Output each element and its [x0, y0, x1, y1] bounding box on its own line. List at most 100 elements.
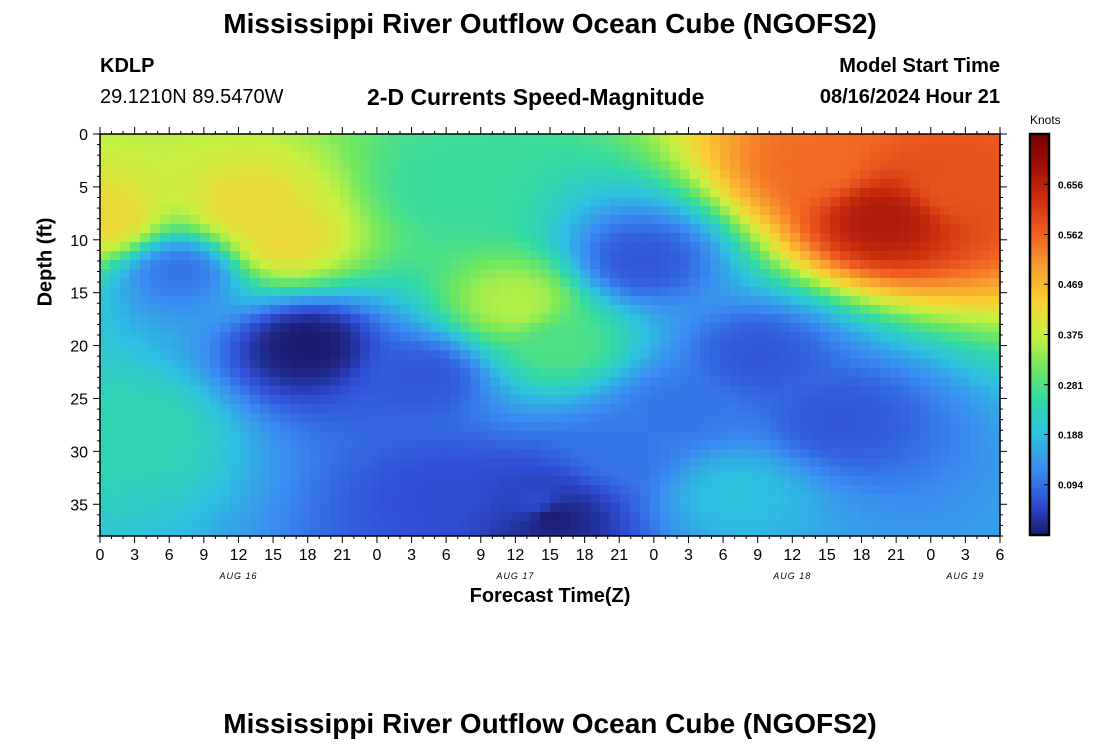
heatmap-cell: [680, 413, 691, 423]
heatmap-cell: [740, 170, 751, 180]
heatmap-cell: [190, 287, 201, 297]
heatmap-cell: [410, 458, 421, 468]
heatmap-cell: [440, 296, 451, 306]
heatmap-cell: [950, 404, 961, 414]
heatmap-cell: [310, 233, 321, 243]
heatmap-cell: [720, 179, 731, 189]
heatmap-cell: [960, 233, 971, 243]
heatmap-cell: [440, 332, 451, 342]
heatmap-cell: [590, 143, 601, 153]
heatmap-cell: [570, 485, 581, 495]
heatmap-cell: [490, 359, 501, 369]
heatmap-cell: [310, 179, 321, 189]
heatmap-cell: [300, 350, 311, 360]
heatmap-cell: [490, 278, 501, 288]
heatmap-cell: [810, 359, 821, 369]
heatmap-cell: [860, 332, 871, 342]
heatmap-cell: [660, 503, 671, 513]
heatmap-cell: [800, 422, 811, 432]
heatmap-cell: [250, 260, 261, 270]
heatmap-cell: [470, 395, 481, 405]
heatmap-cell: [260, 170, 271, 180]
heatmap-cell: [870, 449, 881, 459]
heatmap-cell: [430, 458, 441, 468]
heatmap-cell: [120, 476, 131, 486]
heatmap-cell: [770, 449, 781, 459]
heatmap-cell: [150, 305, 161, 315]
heatmap-cell: [660, 233, 671, 243]
heatmap-cell: [600, 476, 611, 486]
heatmap-cell: [410, 422, 421, 432]
heatmap-cell: [940, 512, 951, 522]
heatmap-cell: [150, 170, 161, 180]
heatmap-cell: [770, 485, 781, 495]
heatmap-cell: [520, 134, 531, 144]
heatmap-cell: [220, 287, 231, 297]
heatmap-cell: [570, 368, 581, 378]
heatmap-cell: [560, 521, 571, 531]
heatmap-cell: [280, 494, 291, 504]
heatmap-cell: [190, 512, 201, 522]
heatmap-cell: [260, 233, 271, 243]
heatmap-cell: [980, 440, 991, 450]
heatmap-cell: [210, 215, 221, 225]
heatmap-cell: [530, 188, 541, 198]
heatmap-cell: [470, 215, 481, 225]
heatmap-cell: [920, 260, 931, 270]
heatmap-cell: [100, 503, 111, 513]
heatmap-cell: [440, 251, 451, 261]
heatmap-cell: [880, 260, 891, 270]
heatmap-cell: [250, 485, 261, 495]
heatmap-cell: [400, 188, 411, 198]
heatmap-cell: [490, 476, 501, 486]
heatmap-cell: [680, 440, 691, 450]
heatmap-cell: [560, 332, 571, 342]
heatmap-cell: [330, 530, 341, 537]
heatmap-cell: [780, 440, 791, 450]
heatmap-cell: [840, 350, 851, 360]
heatmap-cell: [130, 431, 141, 441]
heatmap-cell: [810, 224, 821, 234]
heatmap-cell: [780, 161, 791, 171]
heatmap-cell: [180, 467, 191, 477]
heatmap-cell: [820, 242, 831, 252]
heatmap-cell: [470, 278, 481, 288]
heatmap-cell: [870, 215, 881, 225]
heatmap-cell: [100, 251, 111, 261]
heatmap-cell: [710, 386, 721, 396]
heatmap-cell: [480, 260, 491, 270]
heatmap-cell: [890, 296, 901, 306]
heatmap-cell: [720, 530, 731, 537]
heatmap-cell: [750, 530, 761, 537]
heatmap-cell: [710, 512, 721, 522]
heatmap-cell: [270, 323, 281, 333]
heatmap-cell: [590, 278, 601, 288]
heatmap-cell: [380, 143, 391, 153]
heatmap-cell: [930, 242, 941, 252]
heatmap-cell: [930, 386, 941, 396]
heatmap-cell: [560, 413, 571, 423]
heatmap-cell: [900, 134, 911, 144]
heatmap-cell: [700, 476, 711, 486]
heatmap-cell: [790, 314, 801, 324]
heatmap-cell: [440, 134, 451, 144]
heatmap-cell: [340, 296, 351, 306]
heatmap-cell: [680, 278, 691, 288]
heatmap-cell: [310, 341, 321, 351]
heatmap-cell: [950, 512, 961, 522]
heatmap-cell: [230, 512, 241, 522]
heatmap-cell: [750, 386, 761, 396]
heatmap-cell: [400, 512, 411, 522]
heatmap-cell: [730, 305, 741, 315]
heatmap-cell: [380, 332, 391, 342]
heatmap-cell: [440, 368, 451, 378]
heatmap-cell: [190, 503, 201, 513]
heatmap-cell: [420, 287, 431, 297]
heatmap-cell: [450, 359, 461, 369]
heatmap-cell: [540, 494, 551, 504]
heatmap-cell: [300, 224, 311, 234]
heatmap-cell: [760, 494, 771, 504]
heatmap-cell: [520, 152, 531, 162]
heatmap-cell: [340, 269, 351, 279]
heatmap-cell: [680, 233, 691, 243]
